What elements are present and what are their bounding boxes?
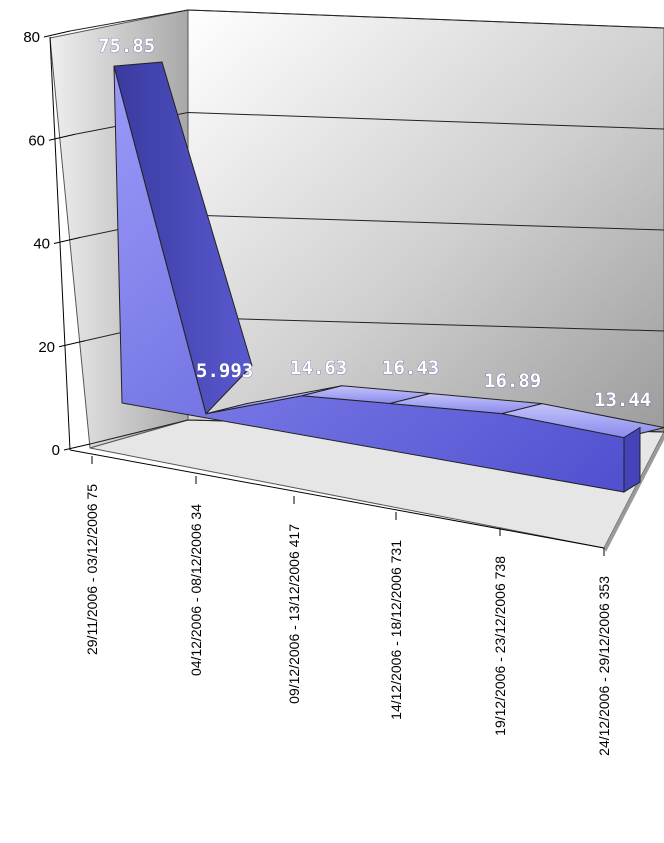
x-tick-label: 24/12/2006 - 29/12/2006 353 (596, 576, 612, 756)
x-tick-label: 04/12/2006 - 08/12/2006 34 (188, 504, 204, 676)
y-tick-mark (53, 237, 81, 244)
data-label: 75.85 (98, 35, 155, 57)
y-tick-mark (48, 133, 76, 141)
y-tick-label: 0 (52, 442, 60, 459)
x-tick-label: 29/11/2006 - 03/12/2006 75 (84, 484, 100, 655)
y-tick-mark (58, 340, 86, 348)
y-tick-label: 20 (38, 339, 55, 356)
gridline (74, 111, 664, 135)
area-top-face (113, 61, 253, 415)
data-label: 16.89 (484, 370, 541, 392)
x-axis: 29/11/2006 - 03/12/2006 75 04/12/2006 - 0… (69, 449, 612, 756)
y-axis-line (49, 36, 71, 451)
floor-edge (604, 432, 664, 552)
data-label: 5.993 (196, 360, 253, 382)
x-tick-label: 09/12/2006 - 13/12/2006 417 (286, 524, 302, 704)
y-tick-label: 80 (23, 29, 40, 46)
x-tick-label: 14/12/2006 - 18/12/2006 731 (388, 540, 404, 720)
y-axis: 0 20 40 60 80 (23, 29, 91, 459)
gridline (69, 9, 664, 32)
x-axis-line (69, 449, 605, 549)
data-labels: 75.85 5.993 14.63 16.43 16.89 13.44 (98, 35, 652, 412)
x-tick-label: 19/12/2006 - 23/12/2006 738 (492, 556, 508, 736)
data-label: 13.44 (594, 389, 651, 411)
y-tick-label: 40 (33, 236, 50, 253)
y-tick-label: 60 (28, 132, 45, 149)
area-top-face (501, 403, 664, 439)
y-tick-mark (63, 443, 91, 451)
series-area (113, 61, 664, 493)
data-label: 14.63 (290, 357, 347, 379)
data-label: 16.43 (382, 357, 439, 379)
y-tick-mark (43, 30, 71, 38)
area-end-cap (623, 426, 641, 493)
